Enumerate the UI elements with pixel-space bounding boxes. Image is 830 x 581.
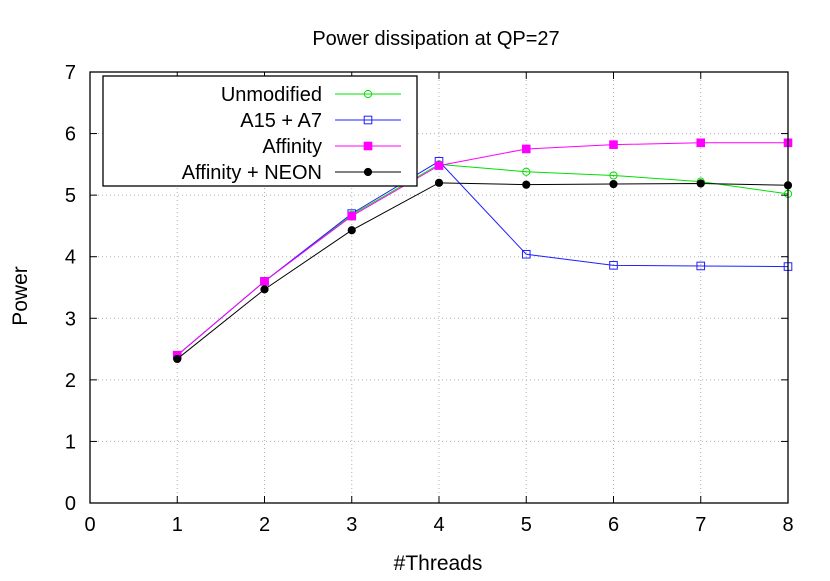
data-point <box>434 161 444 170</box>
y-tick-label: 2 <box>65 370 76 392</box>
y-tick-label: 0 <box>65 493 76 515</box>
x-tick-label: 5 <box>521 514 532 536</box>
series-2 <box>172 156 793 360</box>
y-tick-label: 1 <box>65 431 76 453</box>
legend-label: A15 + A7 <box>240 110 322 132</box>
data-point <box>522 167 531 176</box>
y-axis-label: Power <box>9 266 32 326</box>
x-tick-label: 1 <box>172 514 183 536</box>
data-point <box>434 178 444 187</box>
data-point <box>609 140 618 149</box>
data-point <box>521 144 531 154</box>
data-point <box>609 179 618 189</box>
x-tick-label: 7 <box>695 514 706 536</box>
legend-entry: A15 + A7 <box>240 110 401 132</box>
series-4 <box>173 178 793 364</box>
x-axis-label: #Threads <box>394 552 483 575</box>
legend-swatch-marker <box>363 141 373 151</box>
y-tick-label: 6 <box>65 124 76 146</box>
x-tick-label: 8 <box>782 514 793 536</box>
legend-label: Affinity + NEON <box>182 162 322 184</box>
series-line <box>176 142 788 356</box>
legend: Unmodified A15 + A7 Affinity Affinity + NEO… <box>102 75 418 187</box>
data-point <box>696 138 706 148</box>
x-tick-label: 3 <box>346 514 357 536</box>
data-point <box>347 226 356 235</box>
data-point <box>696 261 706 271</box>
axis-ticks: 0 1 2 3 4 5 6 7 8 0 1 2 3 4 5 6 7 <box>65 62 794 536</box>
legend-swatch-marker <box>363 167 373 177</box>
legend-swatch-marker <box>363 115 373 125</box>
x-tick-label: 4 <box>433 514 444 536</box>
series-lines <box>172 138 793 364</box>
x-tick-label: 6 <box>608 514 619 536</box>
y-tick-label: 5 <box>65 185 76 207</box>
legend-label: Unmodified <box>221 84 322 106</box>
series-1 <box>173 160 793 360</box>
data-point <box>347 211 357 221</box>
legend-label: Affinity <box>262 136 322 158</box>
y-tick-label: 3 <box>65 308 76 330</box>
y-tick-label: 7 <box>65 62 76 84</box>
legend-entry: Unmodified <box>221 84 401 106</box>
legend-entry: Affinity <box>262 136 401 158</box>
data-point <box>609 171 618 180</box>
data-point <box>521 249 531 259</box>
legend-entry: Affinity + NEON <box>182 162 401 184</box>
series-line <box>176 160 789 356</box>
data-point <box>609 261 618 270</box>
x-tick-label: 2 <box>259 514 270 536</box>
data-point <box>522 180 531 189</box>
data-point <box>173 354 182 364</box>
chart-title: Power dissipation at QP=27 <box>312 28 559 50</box>
data-point <box>260 277 269 286</box>
data-point <box>260 285 269 294</box>
series-line <box>176 182 789 360</box>
series-line <box>176 163 789 356</box>
y-tick-label: 4 <box>65 247 76 269</box>
data-point <box>696 179 705 188</box>
x-tick-label: 0 <box>84 514 95 536</box>
legend-swatch-marker <box>363 89 373 99</box>
